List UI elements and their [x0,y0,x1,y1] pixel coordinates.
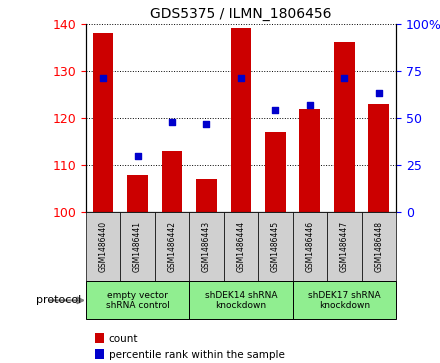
Point [169,119,176,125]
Bar [86,281,189,319]
Bar [265,132,286,212]
Bar [258,212,293,281]
Bar [127,175,148,212]
Text: protocol: protocol [36,295,81,305]
Title: GDS5375 / ILMN_1806456: GDS5375 / ILMN_1806456 [150,7,332,21]
Text: empty vector
shRNA control: empty vector shRNA control [106,291,169,310]
Bar [327,212,362,281]
Text: GSM1486444: GSM1486444 [236,221,246,272]
Bar [293,281,396,319]
Text: shDEK17 shRNA
knockdown: shDEK17 shRNA knockdown [308,291,381,310]
Bar [120,212,155,281]
Point [272,107,279,113]
Text: GSM1486447: GSM1486447 [340,221,349,272]
Bar [196,179,217,212]
Bar [161,151,182,212]
Bar [155,212,189,281]
Bar [300,109,320,212]
Bar [293,212,327,281]
Point [99,76,106,81]
Text: shDEK14 shRNA
knockdown: shDEK14 shRNA knockdown [205,291,277,310]
Text: GSM1486441: GSM1486441 [133,221,142,272]
Text: GSM1486443: GSM1486443 [202,221,211,272]
Text: GSM1486448: GSM1486448 [374,221,383,272]
Bar [95,333,104,343]
Point [306,102,313,108]
Text: GSM1486440: GSM1486440 [99,221,107,272]
Point [341,76,348,81]
Bar [189,212,224,281]
Point [203,121,210,127]
Bar [189,281,293,319]
Point [238,76,245,81]
Bar [93,33,114,212]
Bar [224,212,258,281]
Bar [368,104,389,212]
Text: GSM1486445: GSM1486445 [271,221,280,272]
Bar [362,212,396,281]
Point [134,153,141,159]
Text: count: count [109,334,138,344]
Bar [86,212,120,281]
Bar [334,42,355,212]
Point [375,90,382,96]
Text: percentile rank within the sample: percentile rank within the sample [109,350,285,360]
Text: GSM1486446: GSM1486446 [305,221,314,272]
Bar [231,28,251,212]
Text: GSM1486442: GSM1486442 [168,221,176,272]
Bar [95,349,104,359]
